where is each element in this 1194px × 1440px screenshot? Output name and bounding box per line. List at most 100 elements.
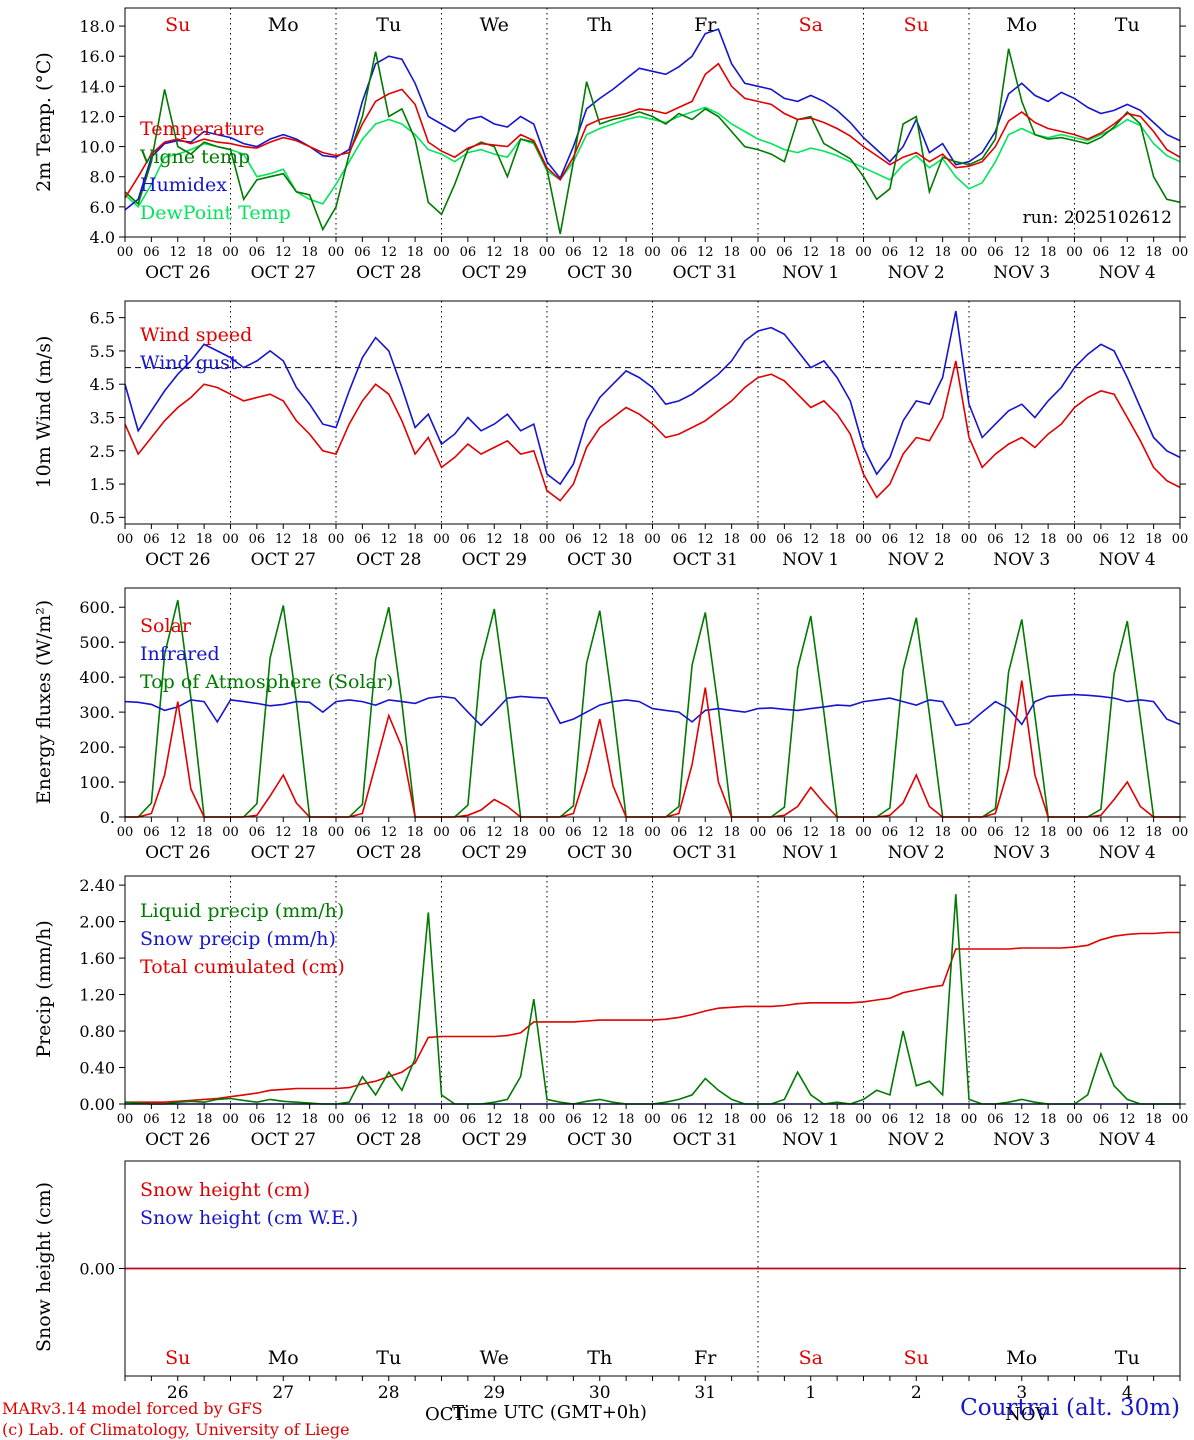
day-of-week-label: Fr — [694, 1347, 717, 1369]
x-hour-label: 12 — [275, 1112, 292, 1127]
series-line-humidex — [124, 28, 1181, 211]
y-tick-label: 0.80 — [79, 1022, 115, 1041]
x-hour-label: 00 — [117, 245, 134, 260]
x-hour-label: 12 — [169, 245, 186, 260]
x-hour-label: 06 — [671, 825, 688, 840]
x-hour-label: 12 — [1013, 245, 1030, 260]
x-hour-label: 18 — [196, 532, 213, 547]
day-number-label: 2 — [911, 1383, 922, 1403]
x-hour-label: 18 — [407, 825, 424, 840]
x-hour-label: 06 — [1093, 1112, 1110, 1127]
series-line-total-cumulated-cm — [125, 931, 1180, 1103]
x-hour-label: 00 — [433, 825, 450, 840]
legend-liquid-precip: Liquid precip (mm/h) — [140, 900, 345, 922]
footer-model-credit: MARv3.14 model forced by GFS — [2, 1399, 263, 1418]
legend-top-of-atmosphere: Top of Atmosphere (Solar) — [140, 671, 394, 693]
x-date-label: NOV 1 — [782, 1130, 839, 1150]
x-hour-label: 00 — [433, 532, 450, 547]
x-axis-month-oct: OCT — [425, 1404, 466, 1425]
x-hour-label: 12 — [802, 1112, 819, 1127]
x-hour-label: 06 — [143, 245, 160, 260]
x-hour-label: 18 — [407, 245, 424, 260]
x-date-label: OCT 28 — [356, 263, 421, 283]
series-line-liquid-precip-mm-h — [124, 894, 1180, 1105]
y-axis-title-precip: Precip (mm/h) — [33, 920, 55, 1058]
x-hour-label: 12 — [1013, 1112, 1030, 1127]
legend-snow-height: Snow height (cm) — [140, 1179, 311, 1201]
x-date-label: OCT 31 — [673, 550, 738, 570]
x-hour-label: 00 — [644, 1112, 661, 1127]
x-hour-label: 06 — [882, 245, 899, 260]
x-date-label: OCT 27 — [251, 1130, 316, 1150]
footer-lab-credit: (c) Lab. of Climatology, University of L… — [2, 1420, 350, 1439]
x-hour-label: 18 — [934, 1112, 951, 1127]
x-hour-label: 00 — [433, 1112, 450, 1127]
day-of-week-label: We — [480, 1347, 509, 1369]
day-of-week-label: Tu — [1115, 1347, 1140, 1369]
x-hour-label: 12 — [1119, 1112, 1136, 1127]
y-tick-label: 300. — [79, 703, 115, 722]
x-hour-label: 12 — [908, 245, 925, 260]
x-date-label: NOV 1 — [782, 263, 839, 283]
x-hour-label: 06 — [776, 532, 793, 547]
x-date-label: OCT 29 — [462, 263, 527, 283]
x-hour-label: 00 — [1172, 825, 1189, 840]
x-hour-label: 12 — [591, 245, 608, 260]
x-hour-label: 00 — [328, 245, 345, 260]
x-date-label: OCT 26 — [145, 843, 210, 863]
x-hour-label: 06 — [354, 245, 371, 260]
x-hour-label: 12 — [169, 825, 186, 840]
day-of-week-label: Tu — [376, 14, 401, 36]
legend-dewpoint-temp: DewPoint Temp — [140, 202, 291, 224]
x-hour-label: 00 — [750, 1112, 767, 1127]
x-date-label: OCT 31 — [673, 263, 738, 283]
x-hour-label: 06 — [460, 825, 477, 840]
y-tick-label: 0. — [100, 808, 115, 827]
x-hour-label: 12 — [1013, 825, 1030, 840]
x-hour-label: 00 — [539, 825, 556, 840]
x-hour-label: 12 — [380, 245, 397, 260]
x-hour-label: 00 — [222, 1112, 239, 1127]
x-date-label: OCT 28 — [356, 843, 421, 863]
x-hour-label: 06 — [249, 825, 266, 840]
x-hour-label: 18 — [301, 532, 318, 547]
x-date-label: OCT 30 — [567, 263, 632, 283]
x-hour-label: 12 — [697, 532, 714, 547]
day-of-week-label: Su — [165, 14, 190, 36]
x-date-label: NOV 3 — [993, 843, 1050, 863]
x-hour-label: 00 — [328, 532, 345, 547]
legend-solar: Solar — [140, 615, 191, 637]
x-hour-label: 12 — [697, 825, 714, 840]
x-hour-label: 00 — [644, 532, 661, 547]
x-hour-label: 00 — [855, 245, 872, 260]
x-hour-label: 18 — [723, 245, 740, 260]
x-hour-label: 00 — [1066, 245, 1083, 260]
x-date-label: NOV 1 — [782, 843, 839, 863]
x-date-label: NOV 2 — [888, 1130, 945, 1150]
x-date-label: NOV 2 — [888, 550, 945, 570]
x-hour-label: 06 — [143, 532, 160, 547]
x-hour-label: 12 — [275, 825, 292, 840]
x-hour-label: 12 — [169, 532, 186, 547]
x-date-label: OCT 26 — [145, 263, 210, 283]
x-hour-label: 00 — [1172, 245, 1189, 260]
y-tick-label: 3.5 — [90, 408, 115, 427]
x-hour-label: 12 — [908, 1112, 925, 1127]
x-hour-label: 18 — [723, 532, 740, 547]
legend-total-cumulated: Total cumulated (cm) — [140, 956, 345, 978]
legend-temperature: Temperature — [140, 118, 265, 140]
x-hour-label: 18 — [723, 825, 740, 840]
x-hour-label: 12 — [380, 825, 397, 840]
x-hour-label: 00 — [750, 825, 767, 840]
day-number-label: 3 — [1016, 1383, 1027, 1403]
x-hour-label: 12 — [380, 532, 397, 547]
x-hour-label: 06 — [1093, 825, 1110, 840]
x-date-label: NOV 2 — [888, 843, 945, 863]
x-hour-label: 12 — [908, 825, 925, 840]
x-axis-month-nov: NOV — [1005, 1404, 1049, 1425]
x-hour-label: 18 — [301, 825, 318, 840]
x-hour-label: 06 — [460, 1112, 477, 1127]
y-tick-label: 4.5 — [90, 375, 115, 394]
x-hour-label: 00 — [328, 825, 345, 840]
